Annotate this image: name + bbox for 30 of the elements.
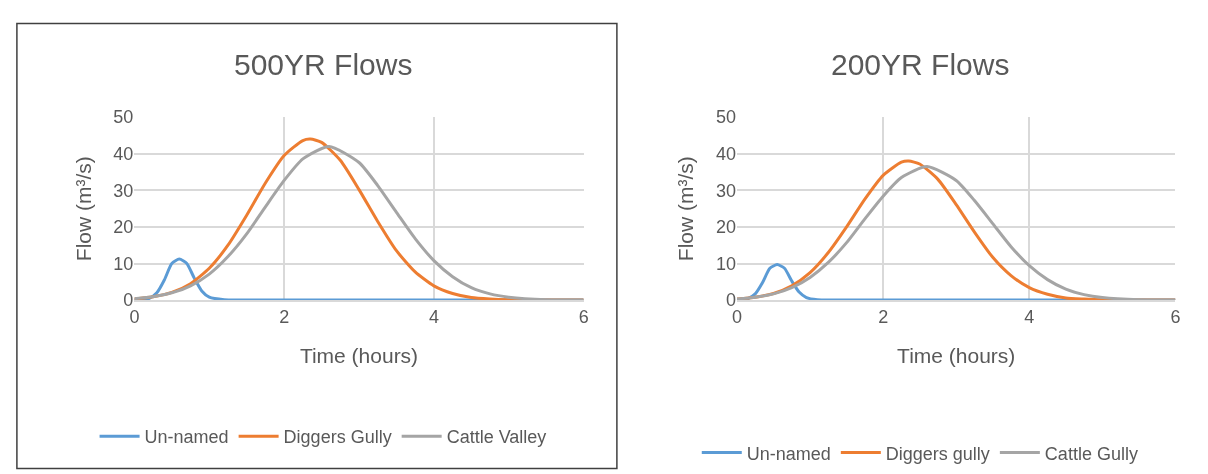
legend-label: Diggers gully	[885, 443, 990, 464]
legend-label: Un-named	[746, 443, 831, 464]
y-tick-label: 30	[715, 180, 736, 201]
y-tick-label: 0	[725, 290, 736, 311]
x-tick-label: 2	[279, 307, 290, 328]
chart-title: 200YR Flows	[831, 48, 1010, 81]
x-tick-label: 4	[1024, 307, 1035, 328]
legend-label: Cattle Gully	[1044, 443, 1138, 464]
x-axis-title: Time (hours)	[897, 344, 1016, 368]
y-tick-label: 40	[715, 144, 736, 165]
y-tick-label: 50	[715, 107, 736, 128]
y-tick-label: 10	[113, 253, 134, 274]
y-tick-label: 20	[113, 217, 134, 238]
y-tick-label: 40	[113, 144, 134, 165]
chart-title: 500YR Flows	[234, 48, 413, 81]
legend-label: Cattle Valley	[446, 427, 547, 448]
legend-label: Diggers Gully	[283, 427, 392, 448]
y-tick-label: 10	[715, 253, 736, 274]
y-axis-title: Flow (m³/s)	[674, 156, 698, 262]
x-tick-label: 2	[878, 307, 889, 328]
legend-label: Un-named	[144, 427, 229, 448]
x-tick-label: 6	[578, 307, 589, 328]
x-tick-label: 6	[1170, 307, 1181, 328]
y-tick-label: 0	[123, 290, 134, 311]
x-tick-label: 4	[428, 307, 439, 328]
y-tick-label: 50	[113, 107, 134, 128]
x-axis-title: Time (hours)	[299, 344, 419, 368]
y-tick-label: 30	[113, 180, 134, 201]
y-tick-label: 20	[715, 217, 736, 238]
y-axis-title: Flow (m³/s)	[71, 156, 95, 262]
